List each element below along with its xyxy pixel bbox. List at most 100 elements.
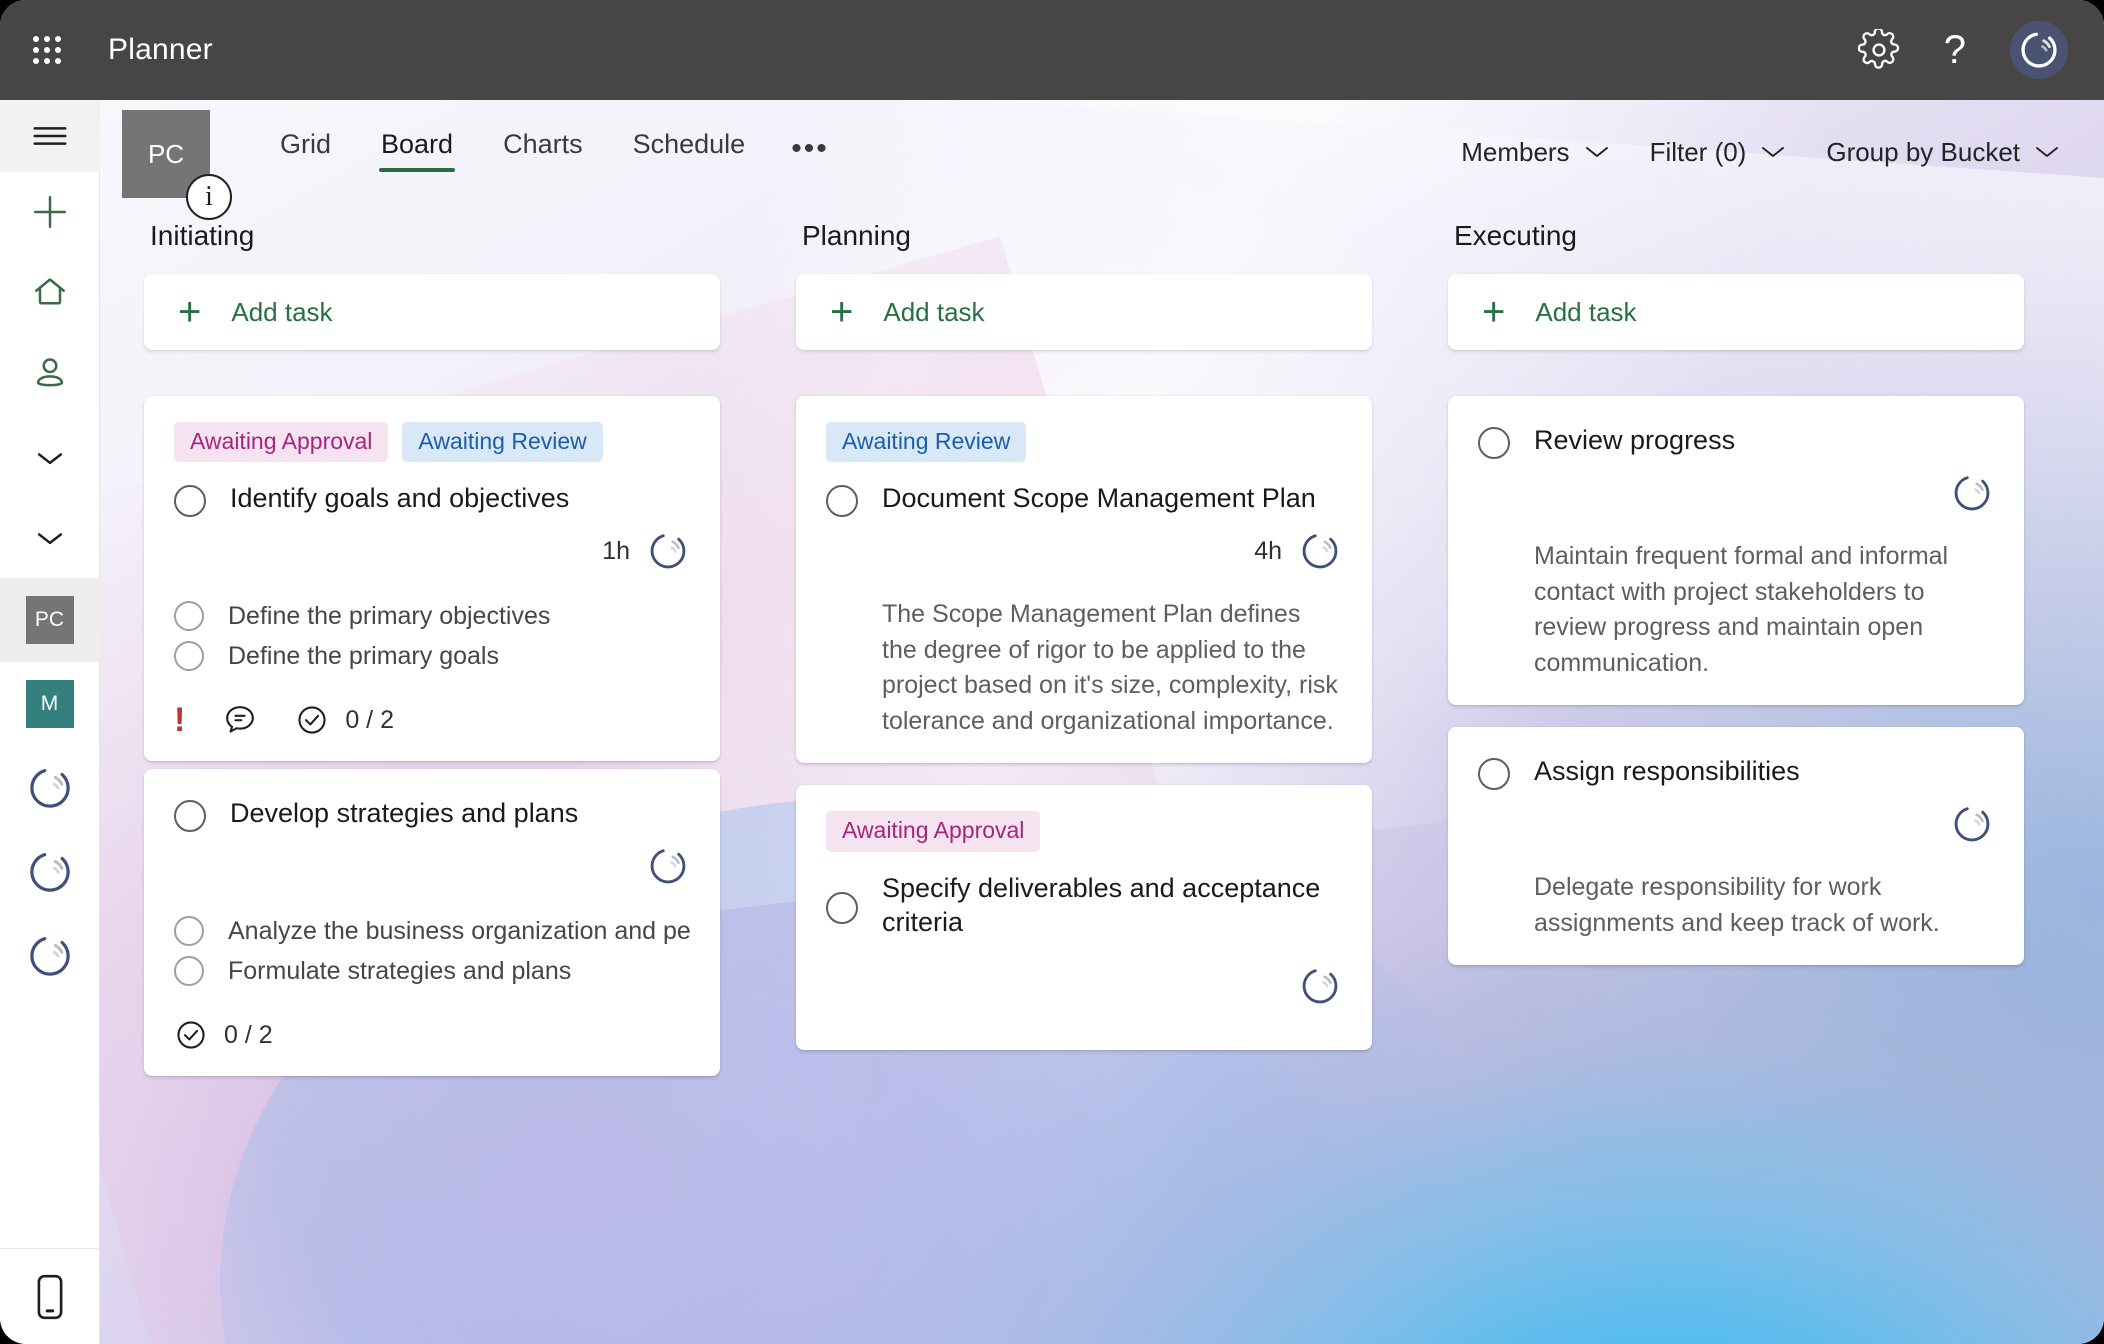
assignee-avatar-icon[interactable]: [646, 844, 690, 888]
subtask-item[interactable]: Define the primary objectives: [174, 601, 690, 632]
expand-pinned-chevron[interactable]: [0, 418, 100, 498]
tab-board[interactable]: Board: [361, 121, 473, 180]
plan-initials-m: M: [25, 680, 74, 728]
app-header-bar: Planner ?: [0, 0, 2104, 100]
mobile-phone-icon[interactable]: [0, 1248, 100, 1344]
task-title: Identify goals and objectives: [230, 483, 570, 514]
label-chip-awaiting-review[interactable]: Awaiting Review: [402, 422, 603, 463]
task-complete-radio[interactable]: [1478, 427, 1510, 459]
add-task-label: Add task: [1535, 296, 1637, 327]
task-meta-row: [174, 844, 690, 888]
plan-initials-pc: PC: [25, 596, 74, 644]
assignee-avatar-icon[interactable]: [1298, 964, 1342, 1008]
task-header: Document Scope Management Plan: [826, 480, 1342, 518]
tab-grid[interactable]: Grid: [280, 128, 332, 159]
left-navigation-rail: PC M: [0, 100, 100, 1344]
rail-plan-ring-icon-2[interactable]: [0, 830, 100, 914]
assignee-avatar-icon[interactable]: [646, 529, 690, 573]
sidebar-item-my-tasks[interactable]: [0, 332, 100, 412]
task-header: Develop strategies and plans: [174, 795, 690, 833]
assignee-avatar-icon[interactable]: [1298, 529, 1342, 573]
filter-label: Filter (0): [1649, 136, 1747, 167]
header-actions: ?: [1857, 21, 2068, 79]
task-complete-radio[interactable]: [174, 485, 206, 518]
add-task-label: Add task: [883, 296, 985, 327]
rail-plan-ring-icon-1[interactable]: [0, 746, 100, 830]
subtask-radio[interactable]: [174, 916, 204, 947]
task-card-footer: 0 / 2: [174, 1018, 690, 1052]
task-header: Review progress: [1478, 422, 1994, 459]
task-subtasks: Analyze the business organization and pe…: [174, 916, 690, 987]
task-duration: 1h: [602, 536, 630, 565]
new-plan-button[interactable]: [0, 172, 100, 252]
task-title: Document Scope Management Plan: [882, 483, 1316, 514]
rail-plan-ring-icon-3[interactable]: [0, 914, 100, 998]
hamburger-menu-icon[interactable]: [0, 100, 100, 172]
add-task-button[interactable]: + Add task: [144, 274, 720, 350]
rail-plan-tile-m[interactable]: M: [0, 662, 100, 746]
assignee-avatar-icon[interactable]: [1950, 471, 1994, 515]
plus-icon: +: [178, 290, 202, 334]
task-card[interactable]: Review progress Maintain frequent for: [1448, 396, 2024, 705]
rail-plan-tile-pc[interactable]: PC: [0, 578, 100, 662]
task-complete-radio[interactable]: [1478, 758, 1510, 790]
bucket-title: Executing: [1454, 220, 1577, 251]
task-subtasks: Define the primary objectives Define the…: [174, 601, 690, 672]
subtask-radio[interactable]: [174, 956, 204, 987]
tab-overflow-icon[interactable]: •••: [791, 131, 829, 165]
task-complete-radio[interactable]: [826, 485, 858, 518]
help-icon[interactable]: ?: [1944, 30, 1966, 70]
group-by-label: Group by Bucket: [1826, 136, 2020, 167]
plan-avatar-wrapper: PC i: [122, 110, 232, 220]
chevron-down-icon: [2034, 144, 2060, 160]
subtask-radio[interactable]: [174, 641, 204, 672]
account-avatar[interactable]: [2010, 21, 2068, 79]
subtask-item[interactable]: Formulate strategies and plans: [174, 956, 690, 987]
task-card[interactable]: Awaiting Approval Specify deliverables a…: [796, 785, 1372, 1050]
task-duration: 4h: [1254, 536, 1282, 565]
task-complete-radio[interactable]: [826, 891, 858, 924]
label-chip-awaiting-approval[interactable]: Awaiting Approval: [174, 422, 389, 463]
task-card-footer: !: [174, 703, 690, 737]
label-chip-awaiting-approval[interactable]: Awaiting Approval: [826, 811, 1041, 852]
task-card[interactable]: Awaiting Approval Awaiting Review Identi…: [144, 396, 720, 762]
subtask-radio[interactable]: [174, 601, 204, 632]
tab-schedule[interactable]: Schedule: [632, 128, 746, 159]
add-task-button[interactable]: + Add task: [796, 274, 1372, 350]
plan-info-icon[interactable]: i: [186, 174, 232, 220]
task-title: Assign responsibilities: [1534, 756, 1800, 786]
task-description: Maintain frequent formal and informal co…: [1534, 542, 1949, 677]
group-by-dropdown[interactable]: Group by Bucket: [1826, 137, 2060, 168]
command-bar-right: Members Filter (0) Group by Bucket: [1461, 137, 2060, 168]
label-chip-awaiting-review[interactable]: Awaiting Review: [826, 422, 1027, 463]
plus-icon: +: [1482, 290, 1506, 334]
priority-urgent-icon: !: [174, 701, 186, 740]
comment-icon[interactable]: [223, 703, 257, 737]
sidebar-item-home[interactable]: [0, 252, 100, 332]
bucket-initiating: Initiating + Add task Awaiting Approval …: [144, 220, 720, 1084]
subtask-item[interactable]: Define the primary goals: [174, 641, 690, 672]
add-task-button[interactable]: + Add task: [1448, 274, 2024, 350]
app-launcher-icon[interactable]: [24, 27, 70, 73]
task-meta-row: [1478, 802, 1994, 846]
assignee-avatar-icon[interactable]: [1950, 802, 1994, 846]
members-label: Members: [1461, 136, 1570, 167]
task-header: Identify goals and objectives: [174, 480, 690, 518]
task-complete-radio[interactable]: [174, 800, 206, 833]
subtask-label: Analyze the business organization and pe…: [228, 916, 690, 945]
task-card[interactable]: Awaiting Review Document Scope Managemen…: [796, 396, 1372, 764]
subtask-item[interactable]: Analyze the business organization and pe…: [174, 916, 690, 947]
gear-icon[interactable]: [1857, 29, 1900, 71]
checklist-icon: [295, 703, 329, 737]
members-dropdown[interactable]: Members: [1461, 137, 1609, 168]
tab-charts[interactable]: Charts: [503, 128, 583, 159]
task-meta-row: [1478, 471, 1994, 515]
chevron-down-icon: [1760, 144, 1786, 160]
task-header: Specify deliverables and acceptance crit…: [826, 870, 1342, 940]
expand-recent-chevron[interactable]: [0, 498, 100, 578]
add-task-label: Add task: [231, 296, 333, 327]
task-card[interactable]: Assign responsibilities Delegate resp: [1448, 727, 2024, 965]
task-card[interactable]: Develop strategies and plans: [144, 769, 720, 1077]
filter-dropdown[interactable]: Filter (0): [1650, 137, 1787, 168]
